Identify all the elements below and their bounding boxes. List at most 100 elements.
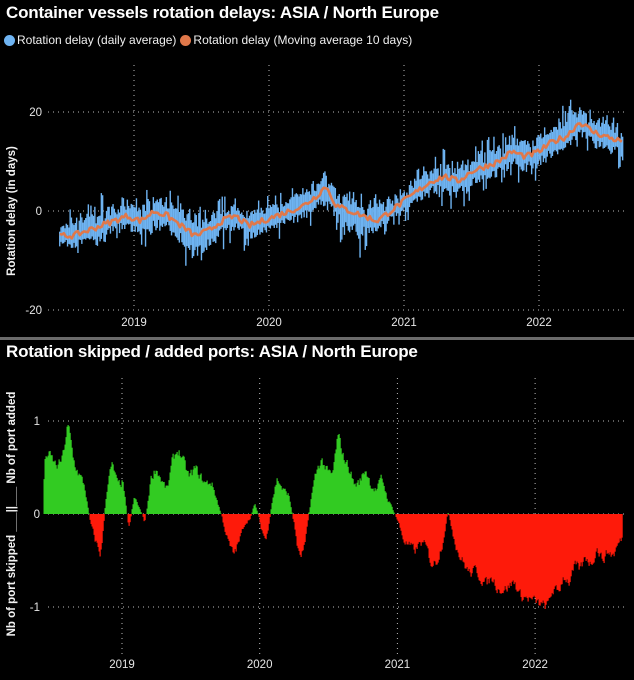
added-ports-bar	[214, 495, 216, 514]
skipped-ports-bar	[233, 514, 235, 554]
added-ports-bar	[148, 495, 150, 514]
added-ports-bar	[352, 479, 354, 514]
added-ports-bar	[47, 455, 49, 514]
added-ports-bar	[175, 453, 177, 514]
added-ports-bar	[309, 507, 311, 514]
legend-item-daily[interactable]: Rotation delay (daily average)	[4, 33, 176, 47]
added-ports-bar	[255, 507, 257, 514]
added-ports-bar	[282, 488, 284, 514]
added-ports-bar	[136, 502, 138, 514]
skipped-ports-bar	[577, 514, 579, 564]
added-ports-bar	[87, 507, 89, 514]
skipped-ports-bar	[240, 514, 242, 534]
skipped-ports-bar	[499, 514, 501, 594]
skipped-ports-bar	[306, 514, 308, 527]
skipped-ports-bar	[239, 514, 241, 537]
skipped-ports-bar	[466, 514, 468, 568]
skipped-ports-bar	[606, 514, 608, 554]
rotation-delay-chart-panel: Container vessels rotation delays: ASIA …	[0, 0, 634, 337]
added-ports-bar	[49, 450, 51, 514]
skipped-ports-bar	[443, 514, 445, 538]
skipped-ports-bar	[226, 514, 228, 536]
skipped-ports-bar	[502, 514, 504, 594]
added-ports-bar	[368, 478, 370, 514]
added-ports-bar	[283, 488, 285, 514]
added-ports-bar	[318, 468, 320, 514]
x-tick-label: 2019	[109, 659, 135, 671]
skipped-ports-bar	[221, 514, 223, 517]
skipped-ports-bar	[305, 514, 307, 534]
skipped-ports-bar	[128, 514, 130, 526]
skipped-ports-bar	[595, 514, 597, 552]
added-ports-bar	[146, 508, 148, 514]
skipped-ports-bar	[515, 514, 517, 590]
added-ports-bar	[346, 460, 348, 514]
added-ports-bar	[149, 484, 151, 514]
skipped-ports-bar	[403, 514, 405, 543]
added-ports-bar	[199, 474, 201, 514]
skipped-ports-bar	[607, 514, 609, 553]
added-ports-bar	[52, 461, 54, 514]
skipped-ports-bar	[537, 514, 539, 600]
added-ports-bar	[46, 457, 48, 514]
added-ports-bar	[165, 485, 167, 514]
x-tick-label: 2020	[247, 659, 273, 671]
skipped-ports-bar	[454, 514, 456, 545]
added-ports-bar	[332, 470, 334, 514]
added-ports-bar	[383, 485, 385, 514]
x-tick-label: 2021	[385, 659, 411, 671]
skipped-ports-bar	[478, 514, 480, 581]
skipped-ports-bar	[266, 514, 268, 534]
added-ports-bar	[285, 491, 287, 514]
skipped-ports-bar	[602, 514, 604, 562]
skipped-ports-bar	[404, 514, 406, 545]
added-ports-bar	[173, 458, 175, 514]
added-ports-bar	[211, 482, 213, 514]
skipped-ports-bar	[536, 514, 538, 601]
skipped-ports-bar	[476, 514, 478, 574]
skipped-ports-bar	[397, 514, 399, 522]
added-ports-bar	[320, 460, 322, 514]
skipped-ports-bar	[422, 514, 424, 543]
skipped-ports-bar	[402, 514, 404, 540]
skipped-ports-bar	[236, 514, 238, 545]
skipped-ports-bar	[222, 514, 224, 523]
skipped-ports-bar	[560, 514, 562, 585]
legend-item-moving-avg[interactable]: Rotation delay (Moving average 10 days)	[180, 33, 412, 47]
added-ports-bar	[168, 480, 170, 514]
skipped-ports-bar	[451, 514, 453, 530]
skipped-ports-bar	[527, 514, 529, 602]
added-ports-bar	[369, 485, 371, 514]
skipped-ports-bar	[269, 514, 271, 517]
skipped-ports-bar	[610, 514, 612, 557]
skipped-ports-bar	[95, 514, 97, 541]
x-tick-label: 2022	[522, 659, 548, 671]
skipped-ports-bar	[567, 514, 569, 583]
skipped-ports-bar	[303, 514, 305, 545]
added-ports-bar	[80, 475, 82, 514]
added-ports-bar	[316, 469, 318, 514]
skipped-ports-bar	[613, 514, 615, 557]
rotation-delay-legend: Rotation delay (daily average) Rotation …	[4, 33, 416, 47]
y-tick-label: 20	[29, 107, 42, 119]
skipped-ports-bar	[570, 514, 572, 577]
skipped-ports-bar	[143, 514, 145, 522]
skipped-ports-bar	[491, 514, 493, 582]
added-ports-bar	[273, 494, 275, 514]
skipped-ports-bar	[460, 514, 462, 561]
skipped-ports-bar	[433, 514, 435, 561]
skipped-ports-bar	[600, 514, 602, 553]
added-ports-bar	[333, 462, 335, 514]
skipped-ports-bar	[521, 514, 523, 602]
skipped-ports-bar	[524, 514, 526, 598]
skipped-ports-bar	[575, 514, 577, 565]
added-ports-bar	[208, 483, 210, 514]
skipped-ports-bar	[522, 514, 524, 600]
skipped-ports-bar	[516, 514, 518, 592]
added-ports-bar	[322, 465, 324, 514]
skipped-ports-bar	[265, 514, 267, 540]
x-tick-label: 2022	[526, 317, 552, 329]
added-ports-bar	[355, 486, 357, 514]
skipped-ports-bar	[225, 514, 227, 535]
added-ports-bar	[315, 473, 317, 514]
